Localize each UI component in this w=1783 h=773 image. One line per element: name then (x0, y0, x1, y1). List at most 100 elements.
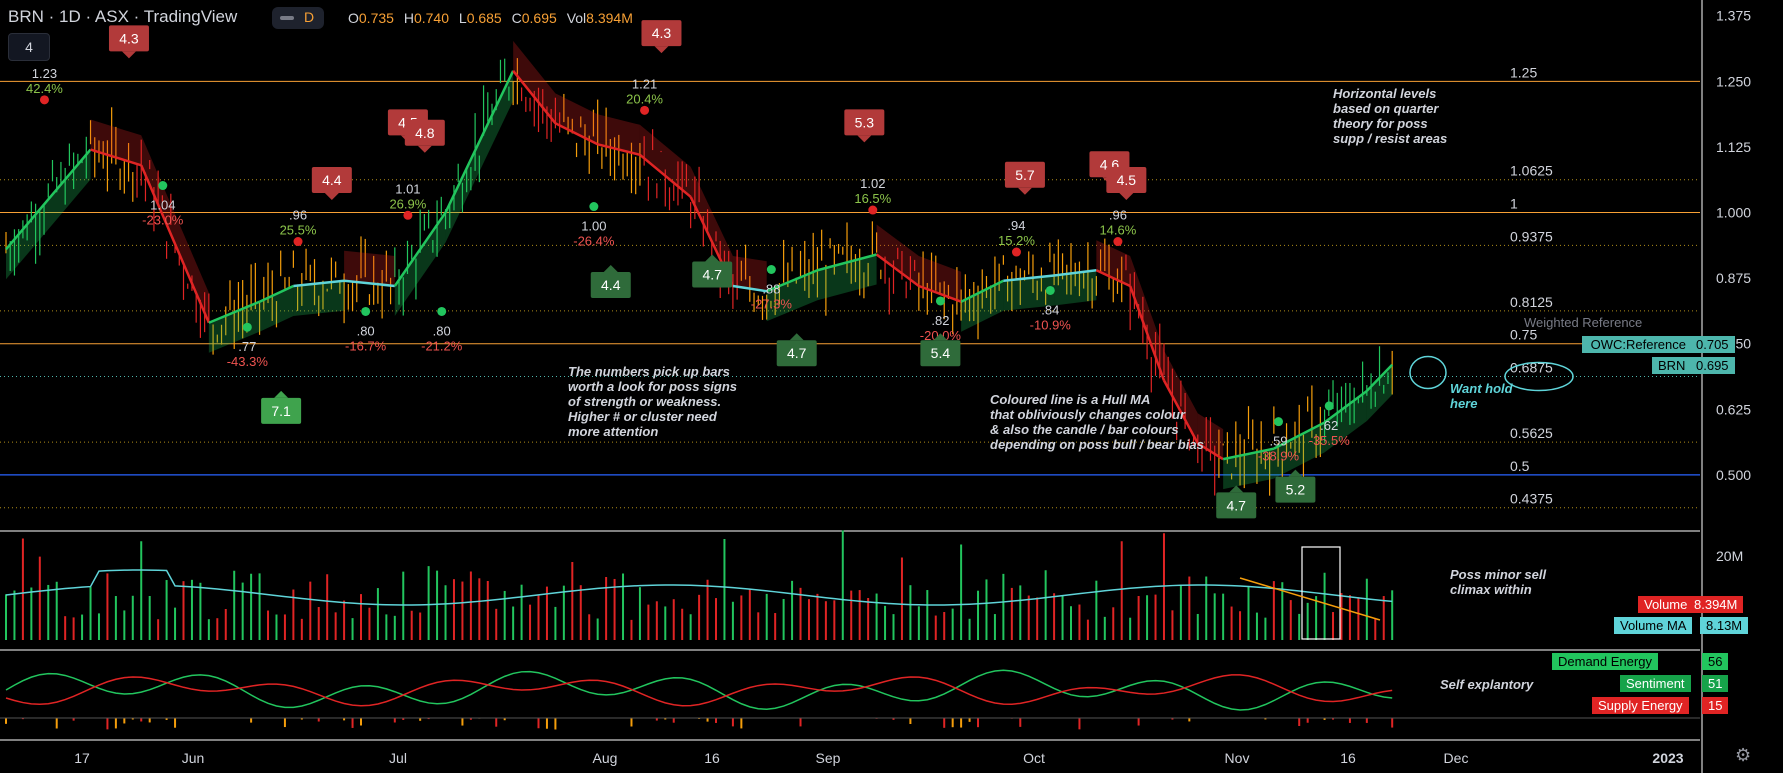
hull-ma-segment (90, 148, 142, 167)
signal-box-bg (1275, 476, 1316, 503)
swing-price-label: 1.23 (32, 66, 57, 81)
signal-box-pointer (603, 264, 618, 272)
signal-box-value: 4.8 (415, 125, 435, 141)
price-tick-label: 1.000 (1716, 205, 1751, 221)
signal-box-pointer (1288, 469, 1303, 477)
supply-energy-label: Supply Energy (1592, 697, 1689, 714)
signal-box-value: 4.4 (601, 277, 621, 293)
ohlc-low-key: L (458, 10, 467, 26)
volume-bars (5, 530, 1394, 640)
signal-box-pointer (1119, 193, 1134, 201)
swing-dot (640, 105, 650, 115)
time-tick-label: Nov (1225, 750, 1250, 766)
highlight-ellipse-level (1504, 361, 1574, 392)
swing-price-label: 1.04 (150, 198, 175, 213)
swing-price-label: 1.02 (860, 176, 885, 191)
signal-box-bg (844, 109, 885, 136)
quarter-level-label: 0.8125 (1510, 294, 1553, 310)
hull-band (445, 70, 514, 243)
quarter-level-label: 0.4375 (1510, 491, 1553, 507)
layers-count: 4 (25, 39, 33, 55)
hull-ma-segment (1222, 447, 1275, 461)
volume-ma-label: Volume MA (1614, 617, 1693, 634)
ghost-weighted-reference: Weighted Reference (1524, 315, 1643, 330)
quarter-level-label: 0.5625 (1510, 425, 1553, 441)
settings-gear-icon[interactable]: ⚙ (1735, 745, 1752, 765)
swing-dot (39, 95, 49, 105)
signal-box-pointer (274, 390, 289, 398)
hull-ma-segment (140, 164, 211, 324)
hull-ma-segment (5, 148, 92, 251)
hull-ma-segment (918, 284, 962, 303)
sell-signal-box: 4.4 (311, 167, 352, 201)
hull-ma-segment (875, 253, 920, 287)
note-hull-ma: Coloured line is a Hull MA that obliviou… (990, 392, 1204, 452)
hull-band (1003, 275, 1055, 311)
swing-price-label: 1.01 (395, 181, 420, 196)
signal-box-value: 4.7 (787, 345, 807, 361)
signal-box-bg (692, 261, 733, 288)
energy-pane (0, 669, 1700, 730)
hull-band (555, 93, 598, 145)
price-tick-label: 1.125 (1716, 139, 1751, 155)
hull-band (1197, 413, 1224, 460)
swing-percent-label: 42.4% (26, 81, 63, 96)
signal-box-bg (404, 119, 445, 146)
signal-box-value: 4.5 (1117, 172, 1137, 188)
symbol-title[interactable]: BRN · 1D · ASX · TradingView (8, 7, 238, 26)
demand-energy-value: 56 (1702, 653, 1729, 670)
hull-ma-segment (817, 253, 877, 272)
buy-signal-box: 5.2 (1275, 469, 1316, 503)
signal-box-value: 4.7 (1227, 497, 1247, 513)
signal-box-value: 5.3 (855, 114, 875, 130)
hull-ma-segment (1003, 274, 1055, 282)
hull-band (732, 255, 767, 292)
signal-box-value: 5.7 (1015, 167, 1035, 183)
quarter-level-label: 1.25 (1510, 64, 1537, 80)
hull-band (1130, 255, 1164, 381)
hull-ma-segment (766, 269, 818, 293)
hull-band (1223, 448, 1274, 490)
hull-ma-segment (393, 211, 447, 287)
swing-dot (868, 205, 878, 215)
swing-percent-label: 25.5% (280, 223, 317, 238)
swing-percent-label: -21.2% (421, 338, 463, 353)
hull-band (690, 166, 733, 286)
swing-price-label: .84 (1041, 302, 1059, 317)
sell-signal-box: 5.3 (844, 109, 885, 143)
quarter-level-label: 0.6875 (1510, 360, 1553, 376)
supply-energy-line (5, 674, 1393, 707)
hull-ma-segment (1128, 285, 1166, 381)
hull-ma-segment (1162, 379, 1199, 445)
hull-ma-segment (1197, 442, 1224, 461)
note-numbers: The numbers pick up bars worth a look fo… (568, 364, 738, 439)
sentiment-label: Sentiment (1620, 675, 1691, 692)
sentiment-value: 51 (1702, 675, 1729, 692)
hull-band (817, 254, 877, 301)
interval-toggle[interactable]: D (272, 7, 324, 29)
hull-ma-segment (960, 279, 1004, 303)
price-label-reference-value: 0.705 (1690, 336, 1735, 353)
signal-box-bg (108, 25, 149, 52)
buy-signal-box: 4.4 (590, 264, 631, 298)
hull-band (1163, 350, 1198, 444)
note-self-explanatory: Self explantory (1440, 677, 1534, 692)
swing-percent-label: 14.6% (1099, 223, 1136, 238)
buy-signal-box: 4.7 (692, 254, 733, 288)
price-label-reference-name: OWC:Reference (1590, 337, 1686, 352)
quarter-level-label: 1 (1510, 196, 1518, 212)
signal-box-bg (1106, 167, 1147, 194)
hull-band (90, 119, 142, 166)
swing-price-label: .94 (1007, 218, 1025, 233)
swing-dot (1274, 417, 1283, 427)
swing-dot (437, 306, 447, 316)
signal-box-value: 5.2 (1286, 482, 1306, 498)
swing-percent-label: -35.5% (1309, 433, 1351, 448)
supply-energy-value: 15 (1702, 697, 1729, 714)
signal-box-pointer (857, 135, 872, 143)
indicator-layers-button[interactable]: 4 (8, 33, 50, 61)
price-tick-label: 1.375 (1716, 8, 1751, 24)
price-tick-label: 0.625 (1716, 401, 1751, 417)
